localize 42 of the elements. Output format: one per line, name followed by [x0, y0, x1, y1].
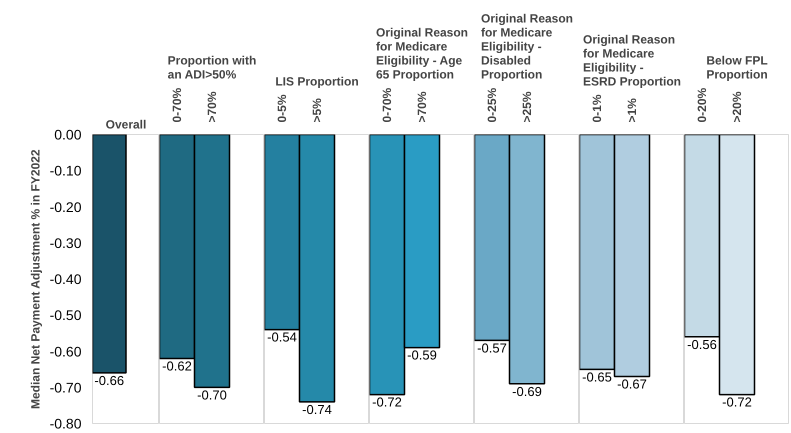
x-tick-label: >70% [415, 91, 429, 122]
y-tick-label: -0.10 [50, 162, 82, 179]
y-axis-title: Median Net Payment Adjustment % in FY2022 [28, 149, 43, 410]
chart-title: Original Reason for Medicare Eligibility - ESRD Proportion [583, 32, 681, 88]
y-tick-label: -0.80 [50, 416, 82, 432]
data-label: -0.74 [302, 402, 332, 417]
data-label: -0.59 [407, 348, 437, 363]
chart-title: LIS Proportion [275, 74, 359, 88]
data-label: -0.67 [617, 376, 647, 392]
x-tick-label: >1% [625, 98, 639, 122]
x-tick-label: 0-20% [695, 87, 709, 122]
data-label: -0.62 [162, 358, 192, 374]
x-tick-label: 0-70% [170, 87, 184, 122]
data-label: -0.56 [687, 336, 717, 352]
chart-title: Below FPL Proportion [706, 54, 768, 82]
y-tick-label: 0.00 [54, 126, 82, 142]
chart-title: Overall [106, 118, 146, 132]
x-tick-label: >25% [520, 91, 534, 122]
data-label: -0.72 [372, 394, 402, 410]
x-tick-label: 0-25% [485, 87, 499, 122]
x-tick-label: >20% [730, 91, 744, 122]
data-label: -0.65 [582, 369, 612, 384]
x-tick-label: 0-1% [590, 94, 604, 122]
data-label: -0.57 [477, 340, 507, 356]
data-label: -0.70 [197, 387, 227, 402]
y-tick-label: -0.40 [50, 271, 82, 287]
y-tick-label: -0.30 [50, 234, 82, 251]
chart-title: Proportion with an ADI>50% [168, 54, 256, 82]
data-label: -0.54 [267, 330, 297, 345]
x-tick-label: 0-70% [380, 87, 394, 122]
x-tick-label: >70% [205, 91, 219, 122]
x-tick-label: 0-5% [275, 94, 289, 122]
data-label: -0.66 [94, 372, 124, 388]
y-tick-label: -0.60 [50, 343, 82, 360]
y-tick-label: -0.20 [50, 198, 82, 215]
chart-title: Original Reason for Medicare Eligibility - Disabled Proportion [480, 12, 574, 82]
chart-title: Original Reason for Medicare Eligibility - Age 65 Proportion [376, 26, 468, 82]
x-tick-label: >5% [310, 98, 324, 122]
data-label: -0.69 [512, 384, 542, 399]
y-tick-label: -0.70 [50, 379, 82, 396]
y-tick-label: -0.50 [50, 307, 82, 324]
data-label: -0.72 [722, 394, 752, 410]
